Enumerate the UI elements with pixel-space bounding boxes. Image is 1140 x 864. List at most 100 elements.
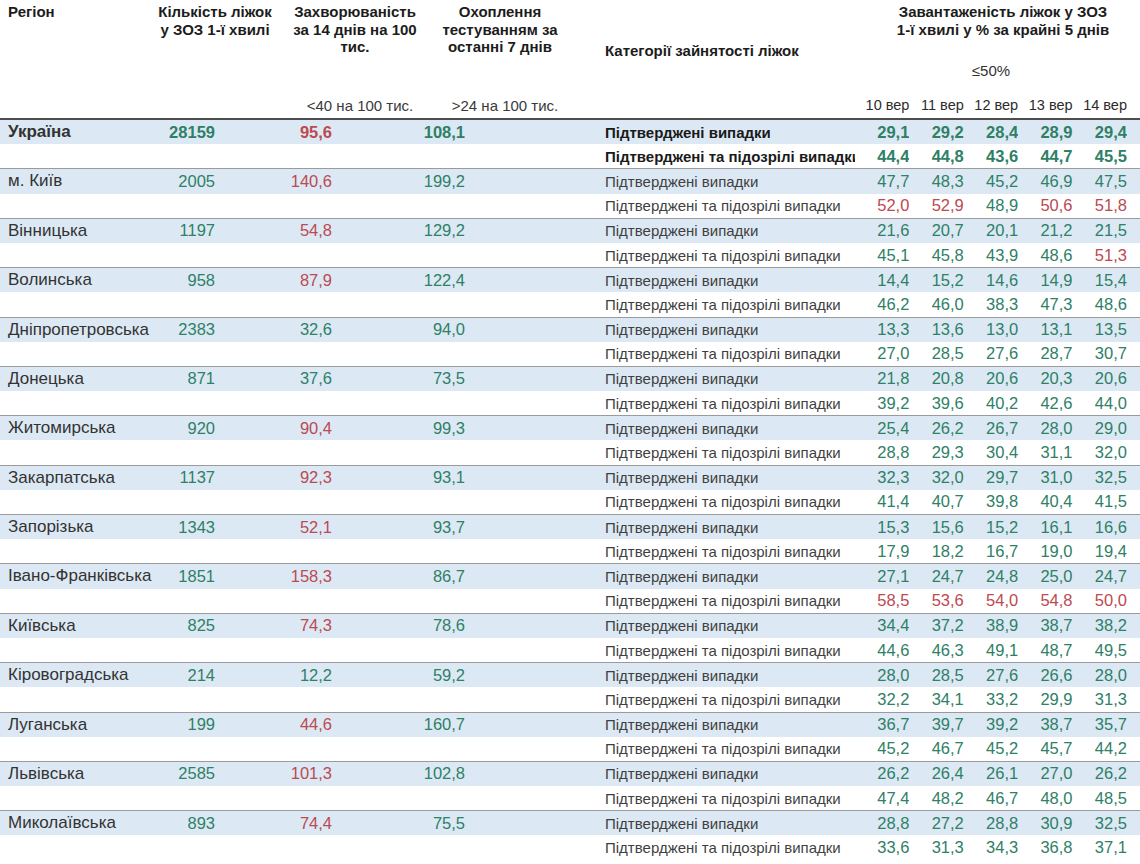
load-value: 40,7	[909, 492, 963, 511]
column-header-load: Завантаженість ліжок у ЗОЗ 1-ї хвилі у %…	[872, 3, 1134, 38]
testing-value: 93,1	[332, 468, 465, 487]
region-block: Київська82574,378,6Підтверджені випадки3…	[0, 613, 1140, 662]
load-value: 36,7	[855, 715, 909, 734]
load-value: 20,8	[909, 369, 963, 388]
region-name: Київська	[0, 616, 160, 636]
category-label-suspected: Підтверджені та підозрілі випадки	[465, 197, 855, 214]
load-value: 58,5	[855, 591, 909, 610]
load-value: 13,1	[1018, 320, 1072, 339]
table-row-confirmed-suspected: Підтверджені та підозрілі випадки32,234,…	[0, 687, 1140, 711]
load-value: 41,4	[855, 492, 909, 511]
testing-value: 160,7	[332, 715, 465, 734]
region-block: Закарпатська113792,393,1Підтверджені вип…	[0, 465, 1140, 514]
table-row-confirmed-suspected: Підтверджені та підозрілі випадки52,052,…	[0, 194, 1140, 218]
load-value: 37,2	[909, 616, 963, 635]
region-name: Івано-Франківська	[0, 566, 160, 586]
load-value: 28,8	[855, 814, 909, 833]
region-block: Запорізька134352,193,7Підтверджені випад…	[0, 514, 1140, 563]
incidence-value: 95,6	[215, 123, 332, 142]
incidence-value: 74,3	[215, 616, 332, 635]
region-block: Дніпропетровська238332,694,0Підтверджені…	[0, 317, 1140, 366]
load-value: 18,2	[909, 542, 963, 561]
load-value: 19,4	[1073, 542, 1127, 561]
load-value: 32,0	[1073, 443, 1127, 462]
table-row-confirmed: Київська82574,378,6Підтверджені випадки3…	[0, 614, 1140, 638]
table-row-confirmed-suspected: Підтверджені та підозрілі випадки58,553,…	[0, 589, 1140, 613]
load-value: 30,7	[1073, 344, 1127, 363]
table-row-confirmed: Україна2815995,6108,1Підтверджені випадк…	[0, 120, 1140, 144]
load-value: 45,8	[909, 246, 963, 265]
region-name: Донецька	[0, 369, 160, 389]
load-value: 53,6	[909, 591, 963, 610]
load-value: 15,6	[909, 518, 963, 537]
region-name: Україна	[0, 122, 160, 142]
table-row-confirmed: Донецька87137,673,5Підтверджені випадки2…	[0, 367, 1140, 391]
load-value: 38,3	[964, 295, 1018, 314]
load-value: 26,1	[964, 764, 1018, 783]
load-value: 17,9	[855, 542, 909, 561]
load-value: 27,6	[964, 666, 1018, 685]
load-value: 46,9	[1018, 172, 1072, 191]
category-label-confirmed: Підтверджені випадки	[465, 519, 855, 536]
load-value: 48,7	[1018, 641, 1072, 660]
region-name: Закарпатська	[0, 468, 160, 488]
load-value: 47,3	[1018, 295, 1072, 314]
beds-count: 1851	[160, 567, 215, 586]
category-label-confirmed: Підтверджені випадки	[465, 667, 855, 684]
category-label-suspected: Підтверджені та підозрілі випадки	[465, 642, 855, 659]
beds-count: 2383	[160, 320, 215, 339]
load-value: 43,9	[964, 246, 1018, 265]
load-value: 49,5	[1073, 641, 1127, 660]
table-row-confirmed: Львівська2585101,3102,8Підтверджені випа…	[0, 762, 1140, 786]
testing-value: 75,5	[332, 814, 465, 833]
load-value: 44,8	[909, 147, 963, 166]
load-value: 30,4	[964, 443, 1018, 462]
load-value: 28,0	[1018, 419, 1072, 438]
load-value: 21,8	[855, 369, 909, 388]
load-value: 15,4	[1073, 271, 1127, 290]
load-header-line1: Завантаженість ліжок у ЗОЗ	[872, 3, 1134, 21]
load-value: 26,7	[964, 419, 1018, 438]
load-value: 47,4	[855, 789, 909, 808]
incidence-value: 87,9	[215, 271, 332, 290]
load-value: 33,6	[855, 838, 909, 857]
region-name: м. Київ	[0, 171, 160, 191]
beds-count: 214	[160, 666, 215, 685]
load-value: 45,2	[964, 739, 1018, 758]
load-value: 46,7	[909, 739, 963, 758]
load-value: 20,6	[1073, 369, 1127, 388]
load-value: 45,2	[855, 739, 909, 758]
load-value: 28,0	[855, 666, 909, 685]
load-value: 51,3	[1073, 246, 1127, 265]
load-value: 16,1	[1018, 518, 1072, 537]
load-value: 39,2	[964, 715, 1018, 734]
incidence-value: 44,6	[215, 715, 332, 734]
region-name: Кіровоградська	[0, 665, 160, 685]
load-value: 31,0	[1018, 468, 1072, 487]
category-label-confirmed: Підтверджені випадки	[465, 173, 855, 190]
incidence-threshold-label: <40 на 100 тис.	[290, 97, 430, 114]
load-value: 20,3	[1018, 369, 1072, 388]
load-value: 32,2	[855, 690, 909, 709]
load-value: 20,1	[964, 221, 1018, 240]
table-row-confirmed-suspected: Підтверджені та підозрілі випадки39,239,…	[0, 391, 1140, 415]
table-row-confirmed: Вінницька119754,8129,2Підтверджені випад…	[0, 219, 1140, 243]
testing-value: 93,7	[332, 518, 465, 537]
region-block: Івано-Франківська1851158,386,7Підтвердже…	[0, 563, 1140, 612]
load-value: 29,1	[855, 123, 909, 142]
column-header-categories: Категорії зайнятості ліжок	[605, 42, 799, 60]
load-value: 26,2	[1073, 764, 1127, 783]
load-value: 21,2	[1018, 221, 1072, 240]
load-value: 28,8	[855, 443, 909, 462]
region-name: Львівська	[0, 764, 160, 784]
load-value: 46,0	[909, 295, 963, 314]
table-row-confirmed: Запорізька134352,193,7Підтверджені випад…	[0, 515, 1140, 539]
load-threshold-label: ≤50%	[855, 62, 1127, 79]
load-value: 16,7	[964, 542, 1018, 561]
category-label-suspected: Підтверджені та підозрілі випадки	[465, 345, 855, 362]
load-value: 43,6	[964, 147, 1018, 166]
region-block: Луганська19944,6160,7Підтверджені випадк…	[0, 712, 1140, 761]
testing-value: 99,3	[332, 419, 465, 438]
load-value: 24,8	[964, 567, 1018, 586]
load-value: 29,0	[1073, 419, 1127, 438]
